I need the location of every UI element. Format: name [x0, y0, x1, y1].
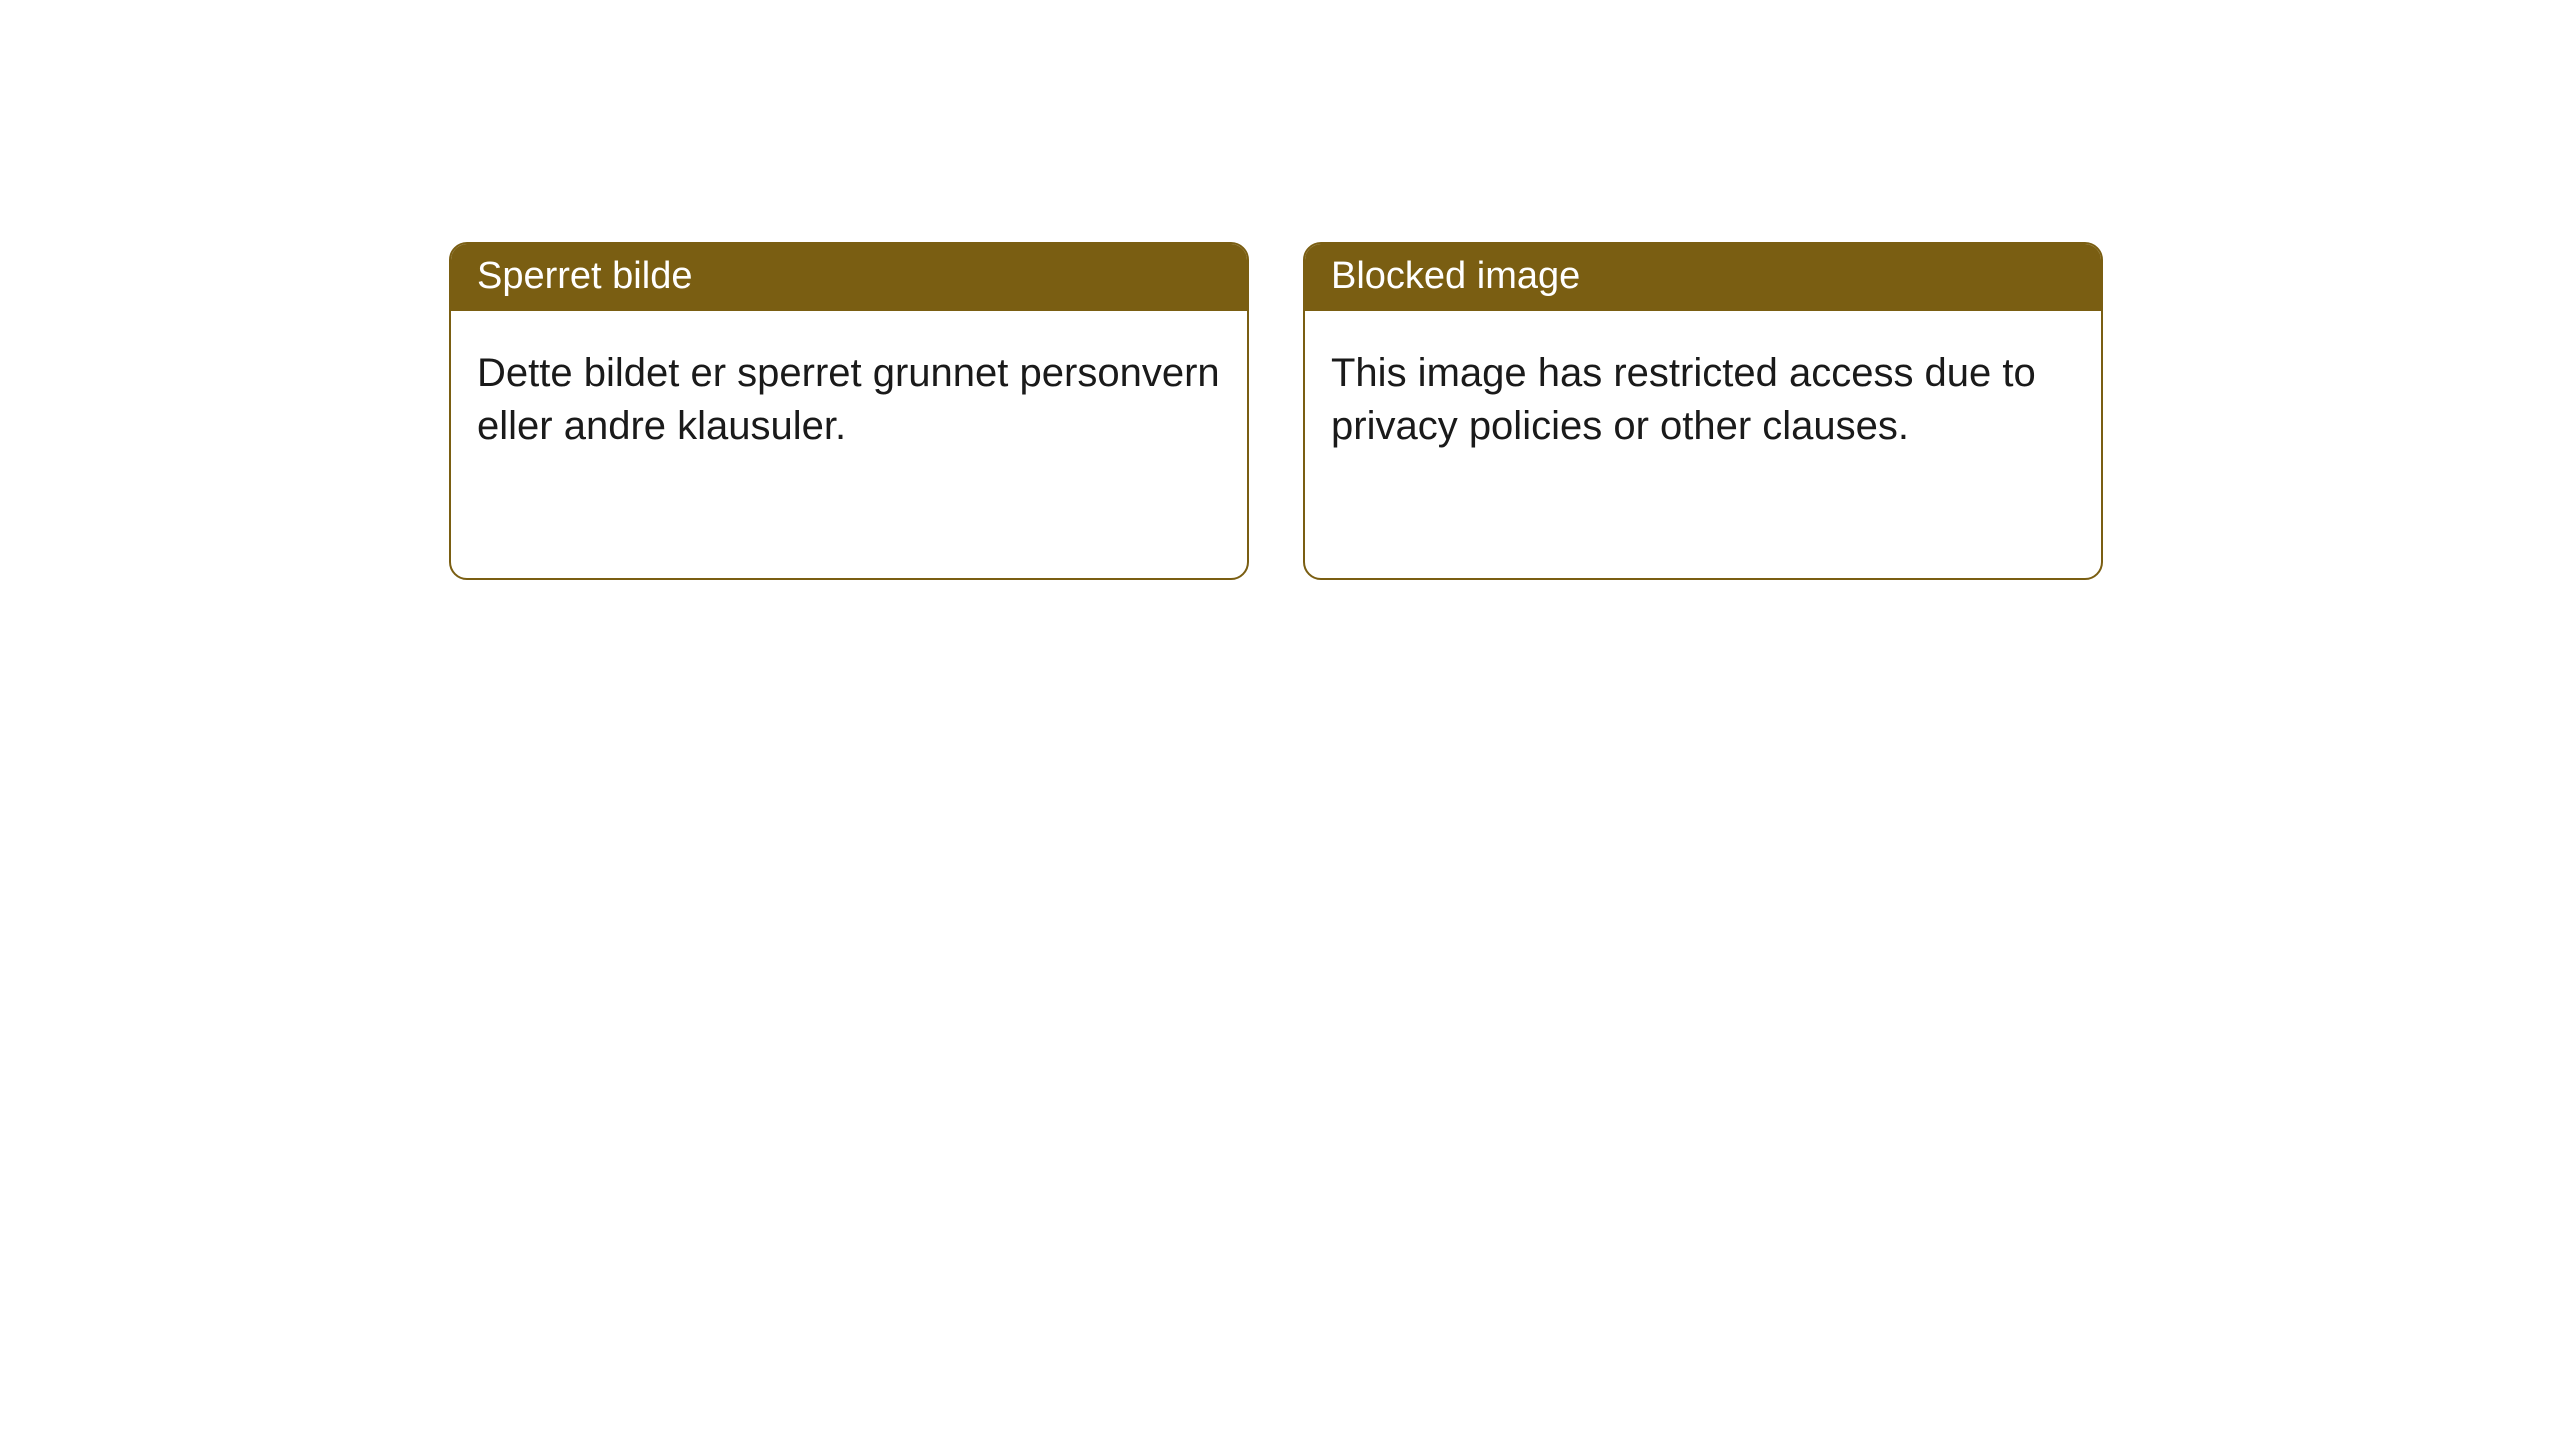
notice-card-body: This image has restricted access due to …	[1305, 311, 2101, 479]
notice-card-title: Blocked image	[1331, 255, 1580, 297]
notice-card-title: Sperret bilde	[477, 255, 692, 297]
notice-card-header: Blocked image	[1305, 244, 2101, 311]
notice-card-message: This image has restricted access due to …	[1331, 351, 2036, 448]
notice-card-body: Dette bildet er sperret grunnet personve…	[451, 311, 1247, 479]
notice-card-header: Sperret bilde	[451, 244, 1247, 311]
notice-card-english: Blocked image This image has restricted …	[1303, 242, 2103, 580]
notice-card-message: Dette bildet er sperret grunnet personve…	[477, 351, 1220, 448]
notice-card-norwegian: Sperret bilde Dette bildet er sperret gr…	[449, 242, 1249, 580]
notice-container: Sperret bilde Dette bildet er sperret gr…	[0, 0, 2560, 580]
